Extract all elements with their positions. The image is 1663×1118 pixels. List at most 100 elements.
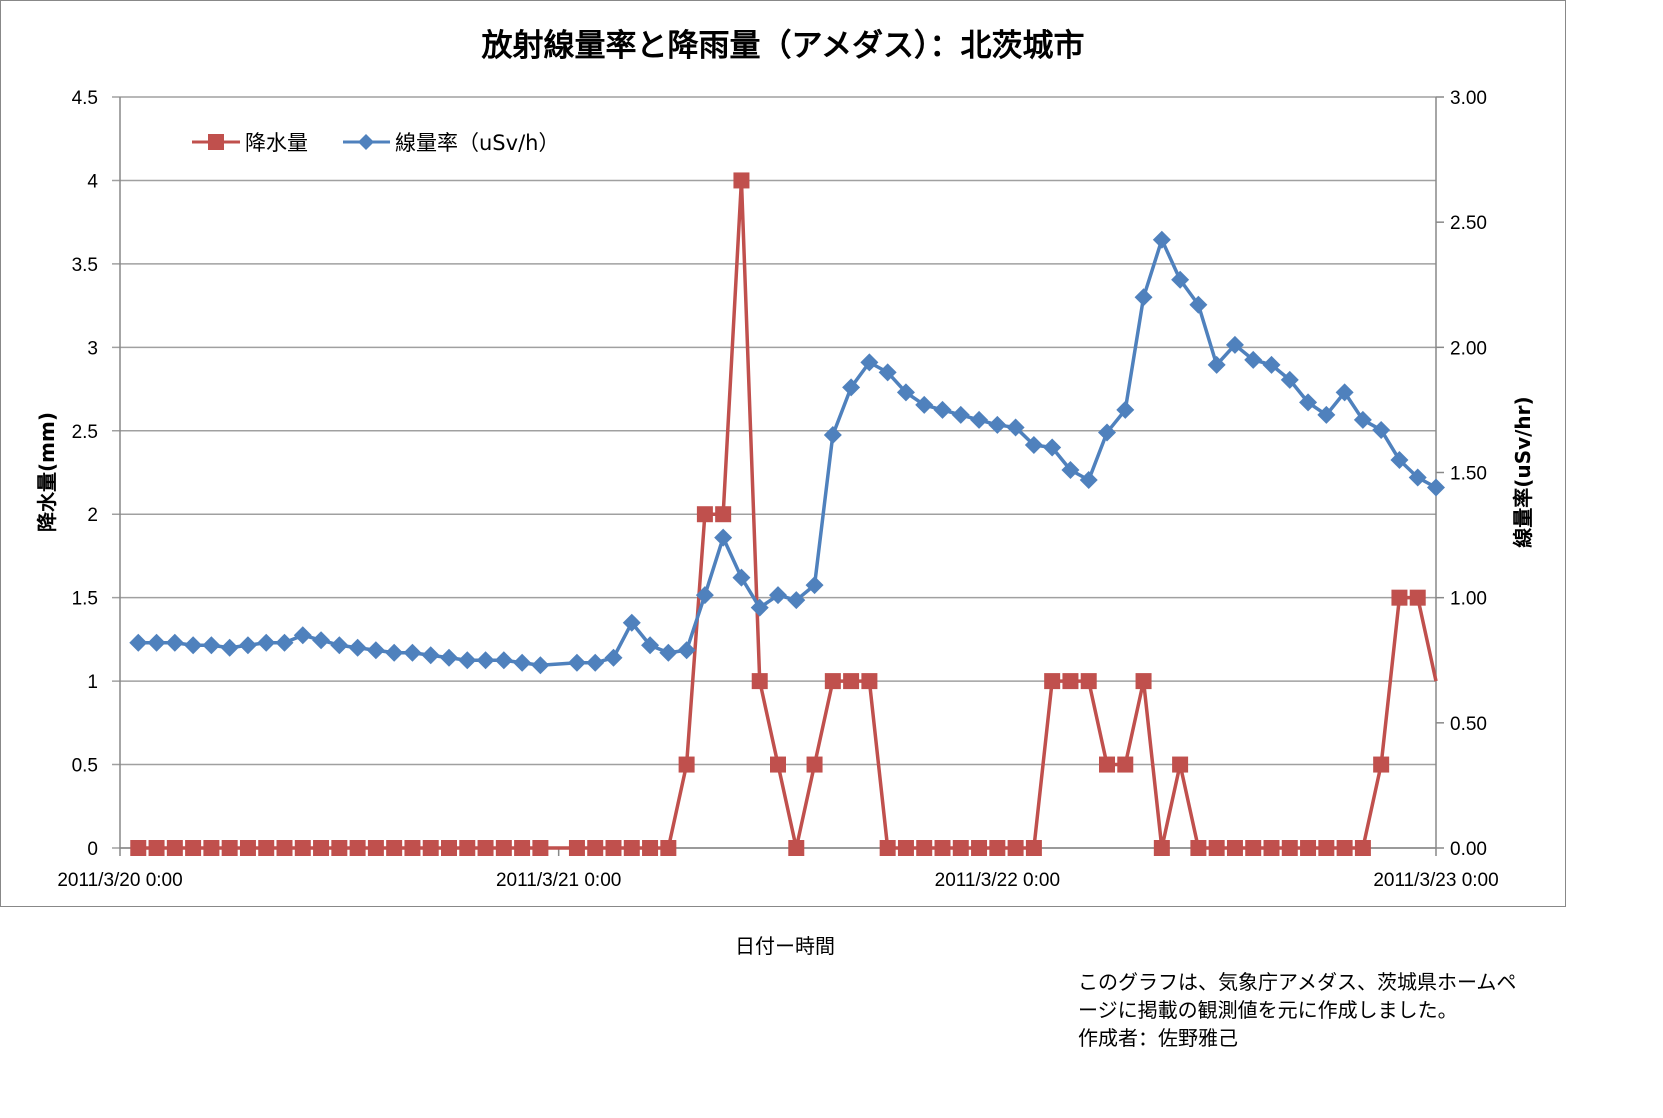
data-point-square (806, 756, 823, 773)
data-point-diamond (458, 651, 477, 670)
data-point-square (313, 840, 330, 856)
data-point-diamond (348, 638, 367, 657)
data-point-square (1318, 840, 1335, 856)
chart-frame (0, 0, 1566, 907)
footnote-line: ージに掲載の観測値を元に作成しました。 (1078, 998, 1458, 1022)
data-point-diamond (970, 410, 989, 429)
data-point-square (1190, 840, 1207, 856)
data-point-square (733, 172, 750, 189)
data-point-square (605, 840, 622, 856)
y-left-tick-label: 4 (87, 171, 98, 192)
data-point-square (422, 840, 439, 856)
data-point-square (623, 840, 640, 856)
data-point-diamond (1262, 355, 1281, 374)
data-point-square (1135, 673, 1152, 690)
data-point-diamond (677, 641, 696, 660)
legend-rain-marker (208, 134, 224, 150)
data-point-diamond (220, 638, 239, 657)
data-point-diamond (659, 643, 678, 662)
data-point-diamond (1207, 355, 1226, 374)
data-point-diamond (1244, 350, 1263, 369)
data-point-square (1007, 840, 1024, 856)
y-right-tick-label: 2.50 (1450, 213, 1487, 234)
footnote: このグラフは、気象庁アメダス、茨城県ホームペ ージに掲載の観測値を元に作成しまし… (1078, 968, 1568, 1052)
data-point-square (1062, 673, 1079, 690)
data-point-diamond (257, 633, 276, 652)
data-point-square (1409, 589, 1426, 606)
data-point-diamond (860, 353, 879, 372)
data-point-diamond (184, 636, 203, 655)
data-point-square (989, 840, 1006, 856)
data-point-diamond (1317, 405, 1336, 424)
data-point-diamond (933, 400, 952, 419)
data-point-square (843, 673, 860, 690)
data-point-square (971, 840, 988, 856)
data-point-square (824, 673, 841, 690)
data-point-diamond (878, 363, 897, 382)
data-point-diamond (129, 633, 148, 652)
data-point-diamond (1171, 270, 1190, 289)
data-point-diamond (202, 636, 221, 655)
data-point-diamond (476, 651, 495, 670)
y-right-tick-label: 0.00 (1450, 839, 1487, 860)
data-point-diamond (622, 613, 641, 632)
data-point-diamond (805, 576, 824, 595)
data-point-square (1281, 840, 1298, 856)
data-point-diamond (1006, 418, 1025, 437)
data-point-diamond (750, 598, 769, 617)
y-left-tick-label: 1.5 (72, 589, 98, 610)
data-point-diamond (1152, 230, 1171, 249)
data-point-diamond (330, 636, 349, 655)
data-point-square (934, 840, 951, 856)
y-axis-left-label: 降水量(mm) (35, 412, 59, 532)
data-point-square (1099, 756, 1115, 773)
data-point-square (239, 840, 256, 856)
data-point-diamond (403, 643, 422, 662)
data-point-square (1025, 840, 1042, 856)
series-dose-rate (129, 230, 1445, 675)
series-line (138, 237, 1437, 668)
data-point-diamond (567, 653, 586, 672)
data-point-square (587, 840, 604, 856)
x-tick-label: 2011/3/22 0:00 (935, 870, 1060, 891)
data-point-square (148, 840, 165, 856)
data-point-diamond (440, 648, 458, 667)
data-point-square (404, 840, 421, 856)
y-left-tick-label: 1 (87, 672, 98, 693)
data-point-square (916, 840, 933, 856)
x-tick-label: 2011/3/21 0:00 (496, 870, 621, 891)
data-point-square (294, 840, 311, 856)
data-point-diamond (988, 415, 1007, 434)
data-point-diamond (1043, 438, 1062, 457)
data-point-square (1117, 756, 1134, 773)
data-point-square (441, 840, 457, 856)
data-point-diamond (275, 633, 294, 652)
data-point-diamond (238, 636, 257, 655)
y-left-tick-label: 2.5 (72, 422, 98, 443)
data-point-diamond (1372, 420, 1391, 439)
data-point-square (532, 840, 549, 856)
legend-dose-label: 線量率（uSv/h） (395, 131, 559, 155)
data-point-square (1263, 840, 1280, 856)
data-point-square (1354, 840, 1371, 856)
data-point-square (1391, 589, 1408, 606)
data-point-diamond (147, 633, 166, 652)
data-point-diamond (1116, 400, 1135, 419)
data-point-square (459, 840, 476, 856)
data-point-diamond (1061, 460, 1080, 479)
data-point-square (514, 840, 531, 856)
data-point-square (1226, 840, 1243, 856)
data-point-square (1044, 673, 1061, 690)
data-point-square (367, 840, 384, 856)
footnote-line: 作成者：佐野雅己 (1078, 1026, 1238, 1050)
data-point-diamond (714, 528, 733, 547)
data-point-square (276, 840, 293, 856)
data-point-diamond (787, 591, 806, 610)
data-point-diamond (951, 405, 970, 424)
data-point-diamond (1335, 383, 1354, 402)
y-left-tick-label: 0 (87, 839, 98, 860)
data-point-square (477, 840, 494, 856)
legend: 降水量 線量率（uSv/h） (192, 131, 559, 155)
data-point-diamond (641, 636, 660, 655)
data-point-diamond (1299, 393, 1318, 412)
